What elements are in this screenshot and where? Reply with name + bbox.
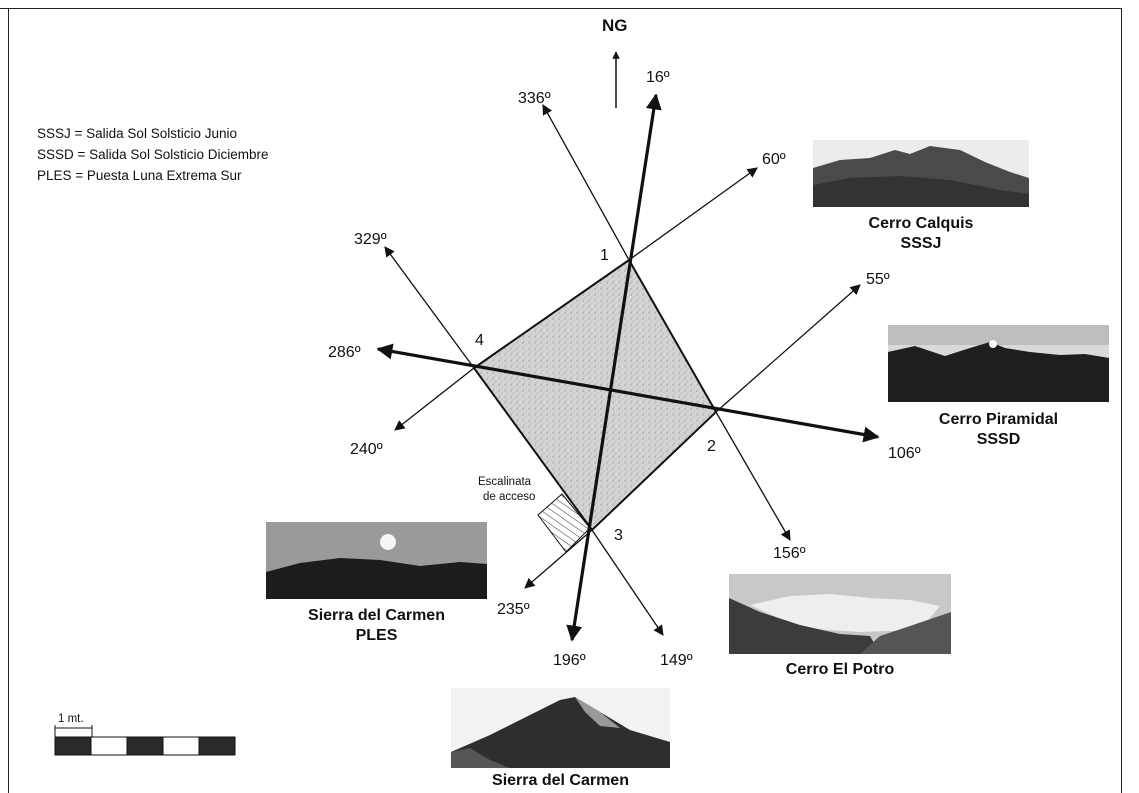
- scale-label: 1 mt.: [58, 713, 84, 725]
- azimuth-label-55: 55º: [866, 271, 890, 288]
- corner-label-3: 3: [614, 527, 623, 544]
- line-60: [628, 167, 758, 261]
- line-55: [715, 284, 861, 413]
- scale-bar: [54, 725, 236, 756]
- photo-label-cerro-calquis: Cerro Calquis SSSJ: [813, 214, 1029, 254]
- moon-icon: [380, 534, 396, 550]
- legend-item-sssd: SSSD = Salida Sol Solsticio Diciembre: [37, 147, 269, 162]
- stair-label-line2: de acceso: [483, 491, 535, 503]
- azimuth-label-106: 106º: [888, 445, 921, 462]
- frame-right-border: [1121, 8, 1122, 793]
- azimuth-label-329: 329º: [354, 231, 387, 248]
- photo-name-cerro-el-potro: Cerro El Potro: [785, 661, 895, 678]
- azimuth-label-60: 60º: [762, 151, 786, 168]
- photo-cerro-calquis: [813, 140, 1029, 207]
- azimuth-label-149: 149º: [660, 652, 693, 669]
- line-336: [542, 104, 630, 261]
- axis-286-106: [376, 343, 880, 443]
- legend-item-ples: PLES = Puesta Luna Extrema Sur: [37, 168, 242, 183]
- azimuth-label-336: 336º: [518, 90, 551, 107]
- photo-label-cerro-piramidal: Cerro Piramidal SSSD: [888, 410, 1109, 450]
- photo-cerro-el-potro: [729, 574, 951, 654]
- azimuth-label-156: 156º: [773, 545, 806, 562]
- corner-label-1: 1: [600, 247, 609, 264]
- azimuth-label-16: 16º: [646, 69, 670, 86]
- photo-label-sierra-del-carmen-ples: Sierra del Carmen PLES: [266, 606, 487, 646]
- photo-code-sssj: SSSJ: [900, 235, 942, 252]
- frame-top-border: [0, 8, 1122, 9]
- photo-sierra-del-carmen-ples: [266, 522, 487, 599]
- line-240: [394, 367, 475, 431]
- azimuth-label-235: 235º: [497, 601, 530, 618]
- line-149: [591, 529, 664, 636]
- azimuth-label-286: 286º: [328, 344, 361, 361]
- photo-sierra-del-carmen: [451, 688, 670, 768]
- stair-label-line1: Escalinata: [478, 476, 532, 488]
- photo-label-sierra-del-carmen: Sierra del Carmen: [451, 771, 670, 791]
- photo-name-cerro-calquis: Cerro Calquis: [868, 215, 974, 232]
- line-329: [384, 246, 475, 369]
- photo-code-ples: PLES: [355, 627, 398, 644]
- photo-label-cerro-el-potro: Cerro El Potro: [729, 660, 951, 680]
- photo-name-sierra-del-carmen-ples: Sierra del Carmen: [308, 607, 445, 624]
- photo-code-sssd: SSSD: [976, 431, 1021, 448]
- legend-item-sssj: SSSJ = Salida Sol Solsticio Junio: [37, 126, 237, 141]
- photo-cerro-piramidal: [888, 325, 1109, 402]
- corner-label-4: 4: [475, 332, 484, 349]
- photo-name-cerro-piramidal: Cerro Piramidal: [938, 411, 1059, 428]
- north-label: NG: [602, 16, 628, 35]
- azimuth-label-196: 196º: [553, 652, 586, 669]
- photo-name-sierra-del-carmen: Sierra del Carmen: [492, 772, 629, 789]
- azimuth-label-240: 240º: [350, 441, 383, 458]
- line-156: [715, 411, 791, 541]
- legend: SSSJ = Salida Sol Solsticio Junio SSSD =…: [37, 123, 268, 186]
- frame-left-border: [8, 8, 9, 793]
- corner-label-2: 2: [707, 438, 716, 455]
